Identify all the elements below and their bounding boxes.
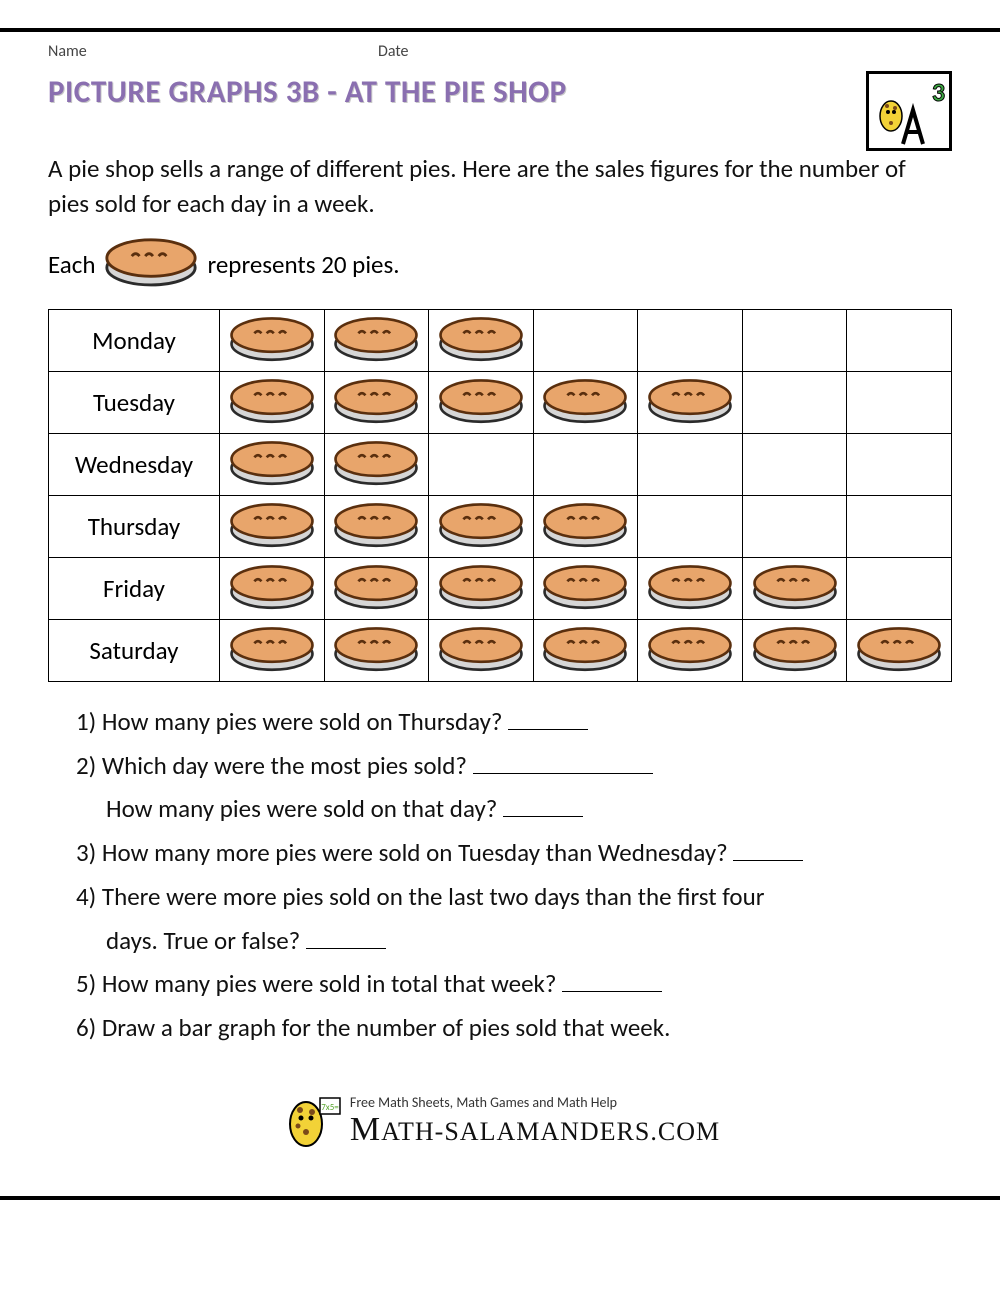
pictograph-cell: [847, 619, 952, 681]
pictograph-cell: [219, 371, 324, 433]
pictograph-cell: [219, 495, 324, 557]
name-label: Name: [48, 42, 378, 61]
title-row: PICTURE GRAPHS 3B - AT THE PIE SHOP 3: [48, 71, 952, 151]
pictograph-cell: [742, 557, 847, 619]
pictograph-cell: [324, 495, 429, 557]
pictograph-cell: [429, 557, 534, 619]
question: 3) How many more pies were sold on Tuesd…: [76, 831, 952, 875]
pictograph-cell: [638, 557, 743, 619]
pictograph-cell: [742, 495, 847, 557]
pictograph-cell: [847, 433, 952, 495]
footer-salamander-icon: 7x5=: [280, 1090, 344, 1154]
pictograph-cell: [533, 433, 638, 495]
worksheet-page: Name Date PICTURE GRAPHS 3B - AT THE PIE…: [0, 32, 1000, 1174]
pictograph-cell: [533, 557, 638, 619]
table-row: Saturday: [49, 619, 952, 681]
grade-badge: 3: [866, 71, 952, 151]
day-label: Wednesday: [49, 433, 220, 495]
table-row: Monday: [49, 309, 952, 371]
day-label: Monday: [49, 309, 220, 371]
pictograph-cell: [533, 495, 638, 557]
pictograph-cell: [429, 371, 534, 433]
question: 5) How many pies were sold in total that…: [76, 962, 952, 1006]
pictograph-cell: [324, 309, 429, 371]
question: 2) Which day were the most pies sold? Ho…: [76, 744, 952, 832]
table-row: Thursday: [49, 495, 952, 557]
key-suffix: represents 20 pies.: [207, 249, 399, 280]
footer-site: MATH-SALAMANDERS.COM: [350, 1111, 720, 1149]
pictograph-cell: [219, 619, 324, 681]
pictograph-cell: [219, 433, 324, 495]
date-label: Date: [378, 42, 409, 61]
pictograph-cell: [742, 619, 847, 681]
pictograph-cell: [742, 433, 847, 495]
pictograph-cell: [429, 433, 534, 495]
table-row: Friday: [49, 557, 952, 619]
day-label: Thursday: [49, 495, 220, 557]
pictograph-cell: [533, 371, 638, 433]
pictograph-cell: [324, 433, 429, 495]
question: 6) Draw a bar graph for the number of pi…: [76, 1006, 952, 1050]
key-line: Each represents 20 pies.: [48, 235, 952, 295]
footer: 7x5= Free Math Sheets, Math Games and Ma…: [48, 1090, 952, 1154]
pictograph-cell: [324, 619, 429, 681]
pictograph-cell: [638, 619, 743, 681]
day-label: Saturday: [49, 619, 220, 681]
pictograph-cell: [638, 433, 743, 495]
pictograph-cell: [429, 309, 534, 371]
grade-number: 3: [932, 76, 945, 108]
pictograph-cell: [742, 309, 847, 371]
pictograph-cell: [219, 309, 324, 371]
bottom-rule: [0, 1196, 1000, 1200]
pictograph-cell: [533, 309, 638, 371]
pictograph-cell: [533, 619, 638, 681]
pictograph-cell: [742, 371, 847, 433]
pie-icon: [103, 235, 199, 295]
day-label: Friday: [49, 557, 220, 619]
pictograph-table: Monday Tuesday Wednesday: [48, 309, 952, 682]
pictograph-cell: [429, 619, 534, 681]
pictograph-cell: [847, 309, 952, 371]
intro-text: A pie shop sells a range of different pi…: [48, 151, 952, 221]
pictograph-cell: [324, 557, 429, 619]
pictograph-cell: [638, 309, 743, 371]
pictograph-cell: [324, 371, 429, 433]
svg-text:7x5=: 7x5=: [321, 1102, 339, 1113]
table-row: Tuesday: [49, 371, 952, 433]
questions-list: 1) How many pies were sold on Thursday? …: [48, 700, 952, 1050]
pictograph-cell: [847, 495, 952, 557]
day-label: Tuesday: [49, 371, 220, 433]
pictograph-cell: [638, 371, 743, 433]
question: 1) How many pies were sold on Thursday?: [76, 700, 952, 744]
pictograph-cell: [638, 495, 743, 557]
pictograph-cell: [847, 371, 952, 433]
key-prefix: Each: [48, 249, 95, 280]
salamander-icon: [873, 96, 933, 146]
table-row: Wednesday: [49, 433, 952, 495]
page-title: PICTURE GRAPHS 3B - AT THE PIE SHOP: [48, 73, 567, 111]
pictograph-cell: [219, 557, 324, 619]
question: 4) There were more pies sold on the last…: [76, 875, 952, 963]
pictograph-cell: [429, 495, 534, 557]
footer-tagline: Free Math Sheets, Math Games and Math He…: [350, 1094, 720, 1111]
pictograph-cell: [847, 557, 952, 619]
header-line: Name Date: [48, 42, 952, 61]
